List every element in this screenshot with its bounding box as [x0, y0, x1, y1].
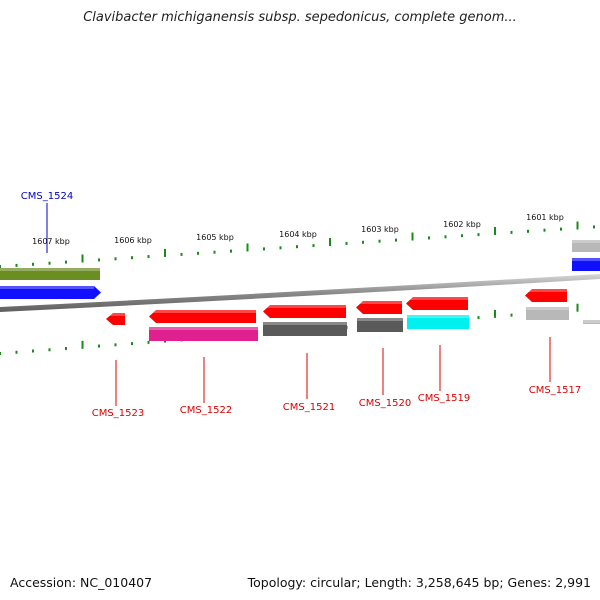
scale-label: 1605 kbp — [196, 233, 234, 242]
gene-cyan-body — [407, 315, 469, 329]
gene-lightgray-body — [526, 307, 569, 320]
gene-cms-1520-body — [356, 301, 402, 314]
gene-olive-body — [0, 268, 100, 280]
gene-labels: CMS_1524 CMS_1523 CMS_1522 CMS_1521 CMS_1520… — [21, 191, 581, 419]
gene-cms-1521 — [263, 305, 346, 318]
gene-label-cms-1524: CMS_1524 — [21, 191, 73, 202]
gene-cms-1522 — [149, 310, 256, 323]
gene-cms-1523-highlight — [106, 313, 125, 316]
gene-olive-highlight — [0, 268, 100, 271]
gene-cyan — [407, 315, 469, 329]
gene-cms-1522-highlight — [149, 310, 256, 313]
gene-darkgray-2-highlight — [357, 318, 403, 321]
scale-label: 1604 kbp — [279, 230, 317, 239]
gene-blue — [0, 286, 101, 299]
gene-lightgray-edge-highlight — [583, 320, 600, 323]
page-title: Clavibacter michiganensis subsp. sepedon… — [83, 10, 517, 25]
gene-cms-1517-highlight — [525, 289, 567, 292]
accession-text: Accession: NC_010407 — [10, 575, 153, 590]
gene-blue-highlight — [0, 286, 94, 289]
gene-lightgray-highlight — [526, 307, 569, 310]
gene-lightgray-top-highlight — [572, 240, 600, 243]
gene-blue-right-body — [572, 258, 600, 271]
genome-backbone — [0, 274, 600, 312]
gene-cms-1523 — [106, 313, 125, 325]
gene-cms-1520 — [356, 301, 402, 314]
gene-lightgray-top-body — [572, 240, 600, 252]
gene-lightgray — [526, 307, 569, 320]
scale-label: 1607 kbp — [32, 237, 70, 246]
scale-label: 1601 kbp — [526, 213, 564, 222]
gene-blue-body — [0, 286, 101, 299]
gene-cms-1521-body — [263, 305, 346, 318]
gene-darkgray-1-body — [263, 322, 347, 336]
gene-cms-1519-highlight — [406, 297, 468, 300]
gene-cms-1517 — [525, 289, 567, 302]
gene-cms-1519 — [406, 297, 468, 310]
gene-darkgray-1 — [263, 322, 347, 336]
scale-label: 1606 kbp — [114, 236, 152, 245]
gene-lightgray-edge-body — [583, 320, 600, 324]
gene-blue-right — [572, 258, 600, 271]
gene-label-cms-1522: CMS_1522 — [180, 405, 232, 416]
gene-lightgray-top — [572, 240, 600, 252]
gene-track — [0, 240, 600, 341]
gene-cms-1520-highlight — [356, 301, 402, 304]
gene-darkgray-2 — [357, 318, 403, 332]
gene-label-cms-1521: CMS_1521 — [283, 402, 335, 413]
gene-label-cms-1520: CMS_1520 — [359, 398, 411, 409]
gene-magenta-body — [149, 327, 258, 341]
scale-label: 1603 kbp — [361, 225, 399, 234]
scale-labels: 1607 kbp 1606 kbp 1605 kbp 1604 kbp 1603 kbp… — [32, 213, 564, 246]
scale-label: 1602 kbp — [443, 220, 481, 229]
gene-label-cms-1523: CMS_1523 — [92, 408, 144, 419]
gene-cms-1521-highlight — [263, 305, 346, 308]
gene-magenta — [149, 327, 258, 341]
gene-cms-1519-body — [406, 297, 468, 310]
gene-label-cms-1519: CMS_1519 — [418, 393, 470, 404]
gene-darkgray-1-highlight — [263, 322, 347, 325]
gene-magenta-highlight — [149, 327, 258, 330]
outer-tick-track — [0, 221, 595, 268]
gene-cms-1517-body — [525, 289, 567, 302]
topology-text: Topology: circular; Length: 3,258,645 bp… — [247, 575, 591, 590]
gene-blue-right-highlight — [572, 258, 600, 261]
gene-olive — [0, 268, 100, 280]
backbone-arc — [0, 274, 600, 312]
gene-cms-1522-body — [149, 310, 256, 323]
gene-lightgray-edge — [583, 320, 600, 324]
gene-label-cms-1517: CMS_1517 — [529, 385, 581, 396]
gene-cyan-highlight — [407, 315, 469, 318]
gene-darkgray-2-body — [357, 318, 403, 332]
gene-cms-1523-body — [106, 313, 125, 325]
